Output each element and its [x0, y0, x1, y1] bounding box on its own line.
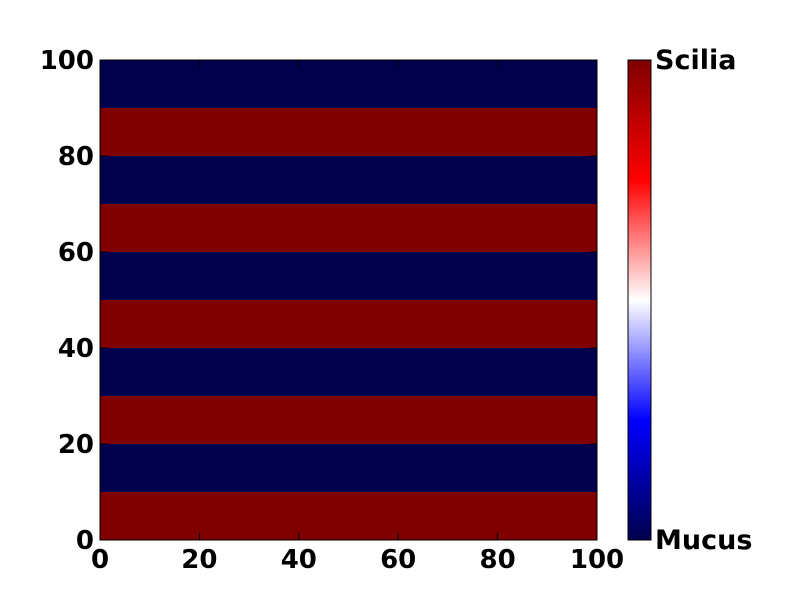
- heatmap-band-8: [100, 108, 597, 156]
- colorbar-min-label: Mucus: [655, 525, 752, 556]
- y-tick-label-3: 60: [58, 238, 94, 268]
- x-axis-tick-labels: 0 20 40 60 80 100: [91, 545, 624, 575]
- y-tick-label-0: 0: [76, 526, 94, 556]
- x-tick-label-2: 40: [281, 545, 317, 575]
- y-axis-tick-labels: 0 20 40 60 80 100: [40, 46, 94, 556]
- heatmap-band-0: [100, 492, 597, 540]
- heatmap-band-4: [100, 300, 597, 348]
- heatmap-band-6: [100, 204, 597, 252]
- x-tick-label-5: 100: [570, 545, 624, 575]
- heatmap-band-7: [100, 156, 597, 204]
- colorbar: [627, 59, 652, 541]
- heatmap-band-5: [100, 252, 597, 300]
- heatmap-band-2: [100, 396, 597, 444]
- plot-frame: [99, 59, 598, 541]
- y-tick-label-1: 20: [58, 430, 94, 460]
- heatmap-band-3: [100, 348, 597, 396]
- x-tick-label-4: 80: [480, 545, 516, 575]
- x-tick-label-3: 60: [380, 545, 416, 575]
- colorbar-max-label: Scilia: [655, 45, 736, 76]
- y-tick-label-5: 100: [40, 46, 94, 76]
- y-tick-label-4: 80: [58, 142, 94, 172]
- heatmap-band-9: [100, 60, 597, 108]
- y-tick-label-2: 40: [58, 334, 94, 364]
- heatmap-bands: [100, 60, 597, 540]
- x-tick-label-0: 0: [91, 545, 109, 575]
- x-tick-label-1: 20: [181, 545, 217, 575]
- axis-ticks: [99, 59, 598, 541]
- heatmap-band-1: [100, 444, 597, 492]
